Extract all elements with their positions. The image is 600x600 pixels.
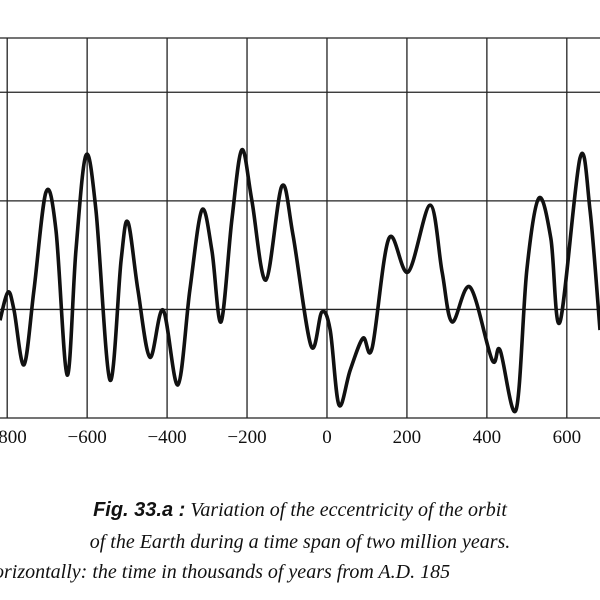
caption-line: Fig. 33.a : Variation of the eccentricit… <box>93 499 507 521</box>
caption-line: orizontally: the time in thousands of ye… <box>0 561 450 583</box>
x-tick-label: 200 <box>393 427 422 448</box>
x-tick-label: −400 <box>147 427 186 448</box>
x-tick-label: −200 <box>227 427 266 448</box>
x-tick-label: −800 <box>0 427 27 448</box>
grid: −800 −600 −400 −200 0 200 400 600 <box>0 37 600 448</box>
x-tick-label: −600 <box>68 427 107 448</box>
caption-label: Fig. 33.a : <box>93 499 185 521</box>
line <box>0 148 600 414</box>
plot <box>0 148 600 414</box>
caption-text: Variation of the eccentricity of the orb… <box>190 499 507 521</box>
x-tick-label: 0 <box>322 427 332 448</box>
caption-line: of the Earth during a time span of two m… <box>90 531 511 553</box>
x-tick-label: 600 <box>553 427 582 448</box>
x-tick-label: 400 <box>473 427 502 448</box>
